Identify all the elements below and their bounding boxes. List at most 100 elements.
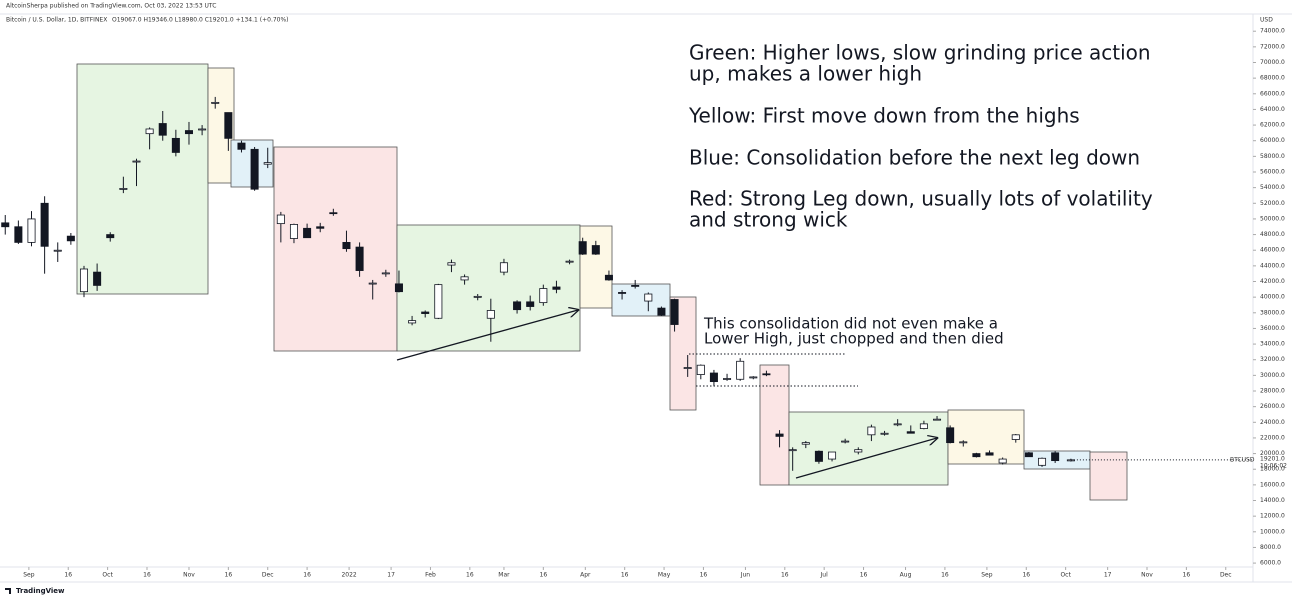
candle-body: [893, 423, 902, 426]
x-tick-label: 16: [540, 572, 548, 579]
candle-body: [998, 458, 1007, 464]
y-tick-label: 56000.0: [1260, 169, 1285, 176]
candle-body: [749, 376, 758, 379]
candle-body: [985, 452, 994, 456]
candle-body: [565, 260, 574, 263]
annotation: Yellow: First move down from the highs: [688, 104, 1080, 128]
candle-body: [644, 293, 653, 302]
candle-body: [1038, 457, 1047, 466]
candle-body: [289, 224, 298, 239]
x-tick-label: Sep: [981, 572, 993, 579]
candle-body: [316, 226, 325, 229]
candle-body: [696, 364, 705, 375]
zone-green: [396, 224, 581, 352]
candle-body: [198, 128, 207, 131]
x-tick-label: 16: [303, 572, 311, 579]
note: This consolidation did not even make a: [703, 315, 998, 333]
x-tick-label: Nov: [1141, 572, 1153, 579]
y-tick-label: 50000.0: [1260, 215, 1285, 222]
candle-body: [1011, 434, 1020, 440]
y-tick-label: 70000.0: [1260, 59, 1285, 66]
x-tick-label: Sep: [23, 572, 35, 579]
x-tick-label: 16: [1022, 572, 1030, 579]
candle-body: [1024, 452, 1033, 458]
candle-body: [184, 130, 193, 135]
y-tick-label: 60000.0: [1260, 137, 1285, 144]
x-tick-label: Nov: [183, 572, 195, 579]
candles: [1, 96, 1075, 471]
candle-body: [303, 227, 312, 239]
candle-body: [578, 241, 587, 255]
candle-body: [342, 241, 351, 250]
x-tick-label: Jun: [740, 572, 751, 579]
x-tick-label: 17: [387, 572, 395, 579]
annotation: Green: Higher lows, slow grinding price …: [689, 41, 1151, 65]
x-tick-label: Apr: [580, 572, 591, 579]
y-tick-label: 30000.0: [1260, 372, 1285, 379]
candle-body: [211, 101, 220, 104]
candle-body: [670, 299, 679, 325]
candle-body: [119, 188, 128, 190]
y-tick-label: 14000.0: [1260, 497, 1285, 504]
y-tick-label: 62000.0: [1260, 122, 1285, 129]
y-tick-label: 36000.0: [1260, 325, 1285, 332]
candle-body: [513, 301, 522, 311]
y-tick-label: 8000.0: [1260, 544, 1281, 551]
candle-body: [683, 367, 692, 369]
candle-body: [473, 295, 482, 298]
candle-body: [224, 112, 233, 139]
y-tick-label: 74000.0: [1260, 28, 1285, 35]
candle-body: [499, 262, 508, 273]
annotation: Blue: Consolidation before the next leg …: [689, 146, 1140, 170]
candle-body: [854, 449, 863, 453]
candle-body: [158, 123, 167, 136]
zone-green: [76, 63, 209, 295]
x-tick-label: 16: [941, 572, 949, 579]
candle-body: [355, 246, 364, 271]
x-tick-label: 17: [1104, 572, 1112, 579]
candle-body: [447, 262, 456, 266]
candle-body: [1051, 452, 1060, 462]
last-symbol: BTCUSD: [1230, 456, 1255, 463]
candle-body: [53, 249, 62, 252]
candle-body: [329, 212, 338, 215]
candle-body: [526, 301, 535, 307]
candle-body: [93, 271, 102, 286]
x-tick-label: 16: [143, 572, 151, 579]
candle-body: [814, 450, 823, 462]
ohlc-label: O19067.0 H19346.0 L18980.0 C19201.0 +134…: [112, 17, 289, 24]
x-tick-label: Dec: [262, 572, 274, 579]
candle-body: [709, 372, 718, 383]
candle-body: [394, 283, 403, 293]
y-tick-label: 32000.0: [1260, 356, 1285, 363]
symbol: Bitcoin / U.S. Dollar, 1D, BITFINEX: [6, 17, 107, 24]
candle-body: [276, 214, 285, 225]
footer-logo: TradingView: [16, 587, 65, 595]
y-tick-label: 28000.0: [1260, 388, 1285, 395]
x-tick-label: 2022: [341, 572, 356, 579]
candle-body: [145, 128, 154, 135]
y-tick-label: 46000.0: [1260, 247, 1285, 254]
x-tick-label: 16: [860, 572, 868, 579]
candle-body: [591, 245, 600, 255]
countdown: 10:06:02: [1260, 462, 1287, 469]
y-tick-label: 54000.0: [1260, 184, 1285, 191]
y-tick-label: 58000.0: [1260, 153, 1285, 160]
x-tick-label: 16: [781, 572, 789, 579]
x-tick-label: 16: [466, 572, 474, 579]
candle-body: [381, 272, 390, 275]
x-tick-label: 16: [621, 572, 629, 579]
candle-body: [933, 418, 942, 421]
candle-body: [132, 160, 141, 163]
annotation: up, makes a lower high: [689, 62, 922, 86]
y-tick-label: 24000.0: [1260, 419, 1285, 426]
x-tick-label: Jul: [820, 572, 829, 579]
x-tick-label: Oct: [1060, 572, 1071, 579]
candle-body: [250, 148, 259, 190]
y-tick-label: 38000.0: [1260, 309, 1285, 316]
candle-body: [841, 440, 850, 443]
candle-body: [27, 218, 36, 243]
zone-red: [273, 146, 398, 352]
candle-body: [618, 292, 627, 294]
candle-body: [539, 288, 548, 304]
